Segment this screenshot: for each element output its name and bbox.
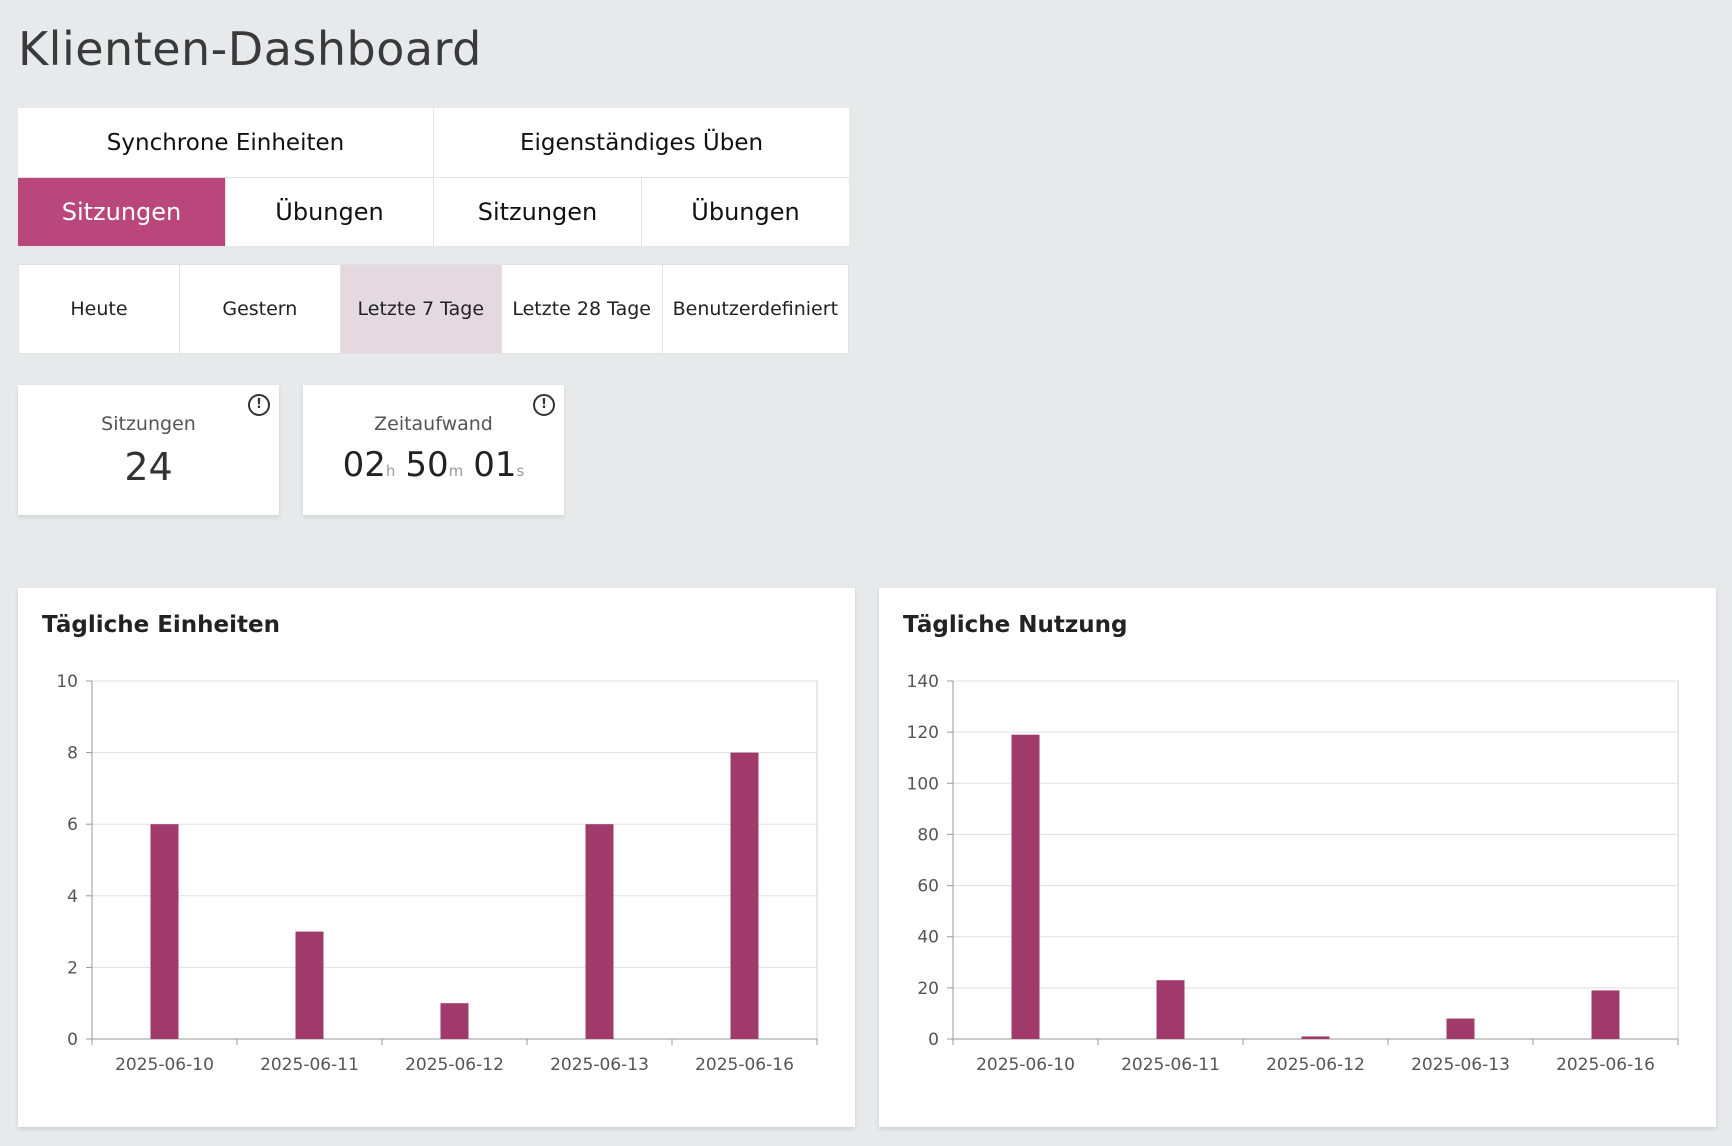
y-tick-label: 60 [917, 877, 939, 897]
stat-label: Zeitaufwand [374, 413, 493, 435]
minutes-value: 50 [405, 445, 449, 485]
y-tick-label: 40 [917, 928, 939, 948]
stat-card-time: ! Zeitaufwand 02h 50m 01s [303, 385, 564, 515]
hours-unit: h [385, 462, 396, 480]
y-tick-label: 10 [56, 672, 78, 692]
chart-panel-daily-units: Tägliche Einheiten 0 2 4 6 8 10 2025-06-10 2025… [18, 588, 855, 1127]
y-tick-label: 140 [907, 672, 939, 692]
x-tick-label: 2025-06-11 [260, 1055, 359, 1075]
bar[interactable] [440, 1003, 469, 1039]
tab-sync-sessions[interactable]: Sitzungen [18, 178, 225, 246]
y-tick-label: 2 [67, 958, 78, 978]
period-last-7-days[interactable]: Letzte 7 Tage [339, 265, 501, 353]
time-value: 02h 50m 01s [303, 445, 564, 485]
stat-card-sessions: ! Sitzungen 24 [18, 385, 279, 515]
x-tick-label: 2025-06-12 [405, 1055, 504, 1075]
x-tick-label: 2025-06-10 [115, 1055, 214, 1075]
y-tick-label: 6 [67, 815, 78, 835]
x-tick-label: 2025-06-11 [1121, 1055, 1220, 1075]
y-tick-label: 0 [928, 1030, 939, 1050]
period-yesterday[interactable]: Gestern [178, 265, 340, 353]
daily-usage-chart: 0 20 40 60 80 100 120 140 2025-06-10 2025-06-11 20… [907, 672, 1679, 1075]
period-last-28-days[interactable]: Letzte 28 Tage [500, 265, 662, 353]
bar[interactable] [585, 824, 614, 1039]
y-tick-label: 120 [907, 723, 939, 743]
bar[interactable] [730, 752, 759, 1039]
y-tick-label: 80 [917, 825, 939, 845]
tab-self-exercises[interactable]: Übungen [641, 178, 849, 246]
tab-sync-exercises[interactable]: Übungen [225, 178, 433, 246]
bar[interactable] [1156, 980, 1185, 1039]
y-tick-label: 20 [917, 979, 939, 999]
x-tick-label: 2025-06-16 [1556, 1055, 1655, 1075]
bar[interactable] [1591, 990, 1620, 1039]
y-tick-label: 100 [907, 774, 939, 794]
chart-title: Tägliche Einheiten [42, 612, 281, 638]
stat-label: Sitzungen [101, 413, 196, 435]
chart-panel-daily-usage: Tägliche Nutzung 0 20 40 60 80 100 120 140 2025-… [879, 588, 1716, 1127]
hours-value: 02 [342, 445, 386, 485]
x-tick-label: 2025-06-12 [1266, 1055, 1365, 1075]
period-custom[interactable]: Benutzerdefiniert [661, 265, 848, 353]
bar[interactable] [1301, 1036, 1330, 1039]
bar[interactable] [1011, 734, 1040, 1039]
x-tick-label: 2025-06-13 [1411, 1055, 1510, 1075]
info-icon[interactable]: ! [533, 394, 555, 416]
plot-frame [952, 680, 1679, 1040]
chart-title: Tägliche Nutzung [903, 612, 1128, 638]
y-tick-label: 8 [67, 744, 78, 764]
x-tick-label: 2025-06-10 [976, 1055, 1075, 1075]
bar[interactable] [295, 931, 324, 1039]
module-tabs: Synchrone Einheiten Eigenständiges Üben … [18, 108, 849, 246]
page-title: Klienten-Dashboard [18, 22, 482, 76]
x-tick-label: 2025-06-13 [550, 1055, 649, 1075]
tab-group-self-practice[interactable]: Eigenständiges Üben [433, 108, 849, 177]
y-tick-label: 0 [67, 1030, 78, 1050]
plot-frame [91, 680, 818, 1040]
seconds-unit: s [516, 462, 525, 480]
daily-units-chart: 0 2 4 6 8 10 2025-06-10 2025-06-11 2025-06-12 202… [56, 672, 818, 1075]
seconds-value: 01 [473, 445, 517, 485]
tab-self-sessions[interactable]: Sitzungen [433, 178, 641, 246]
minutes-unit: m [448, 462, 464, 480]
bar[interactable] [1446, 1018, 1475, 1039]
bar[interactable] [150, 824, 179, 1039]
y-tick-label: 4 [67, 887, 78, 907]
tab-group-synchronous[interactable]: Synchrone Einheiten [106, 129, 345, 156]
period-today[interactable]: Heute [70, 297, 128, 320]
x-tick-label: 2025-06-16 [695, 1055, 794, 1075]
stat-value: 24 [124, 445, 173, 489]
period-selector: Heute Gestern Letzte 7 Tage Letzte 28 Ta… [18, 264, 849, 354]
info-icon[interactable]: ! [248, 394, 270, 416]
